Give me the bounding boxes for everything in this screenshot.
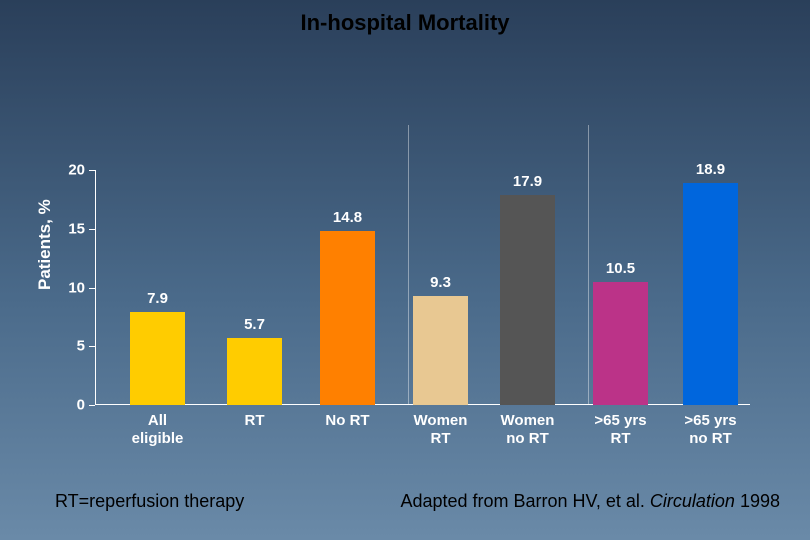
page-title: In-hospital Mortality <box>0 10 810 36</box>
bar: 18.9 <box>683 183 738 405</box>
category-label-line: All <box>115 412 200 430</box>
y-axis-label: Patients, % <box>35 199 55 290</box>
footnote-text-1: Adapted from Barron HV, et al. <box>400 491 649 511</box>
y-tick <box>89 405 95 406</box>
footnote-text-2: 1998 <box>735 491 780 511</box>
category-label: No RT <box>305 405 390 430</box>
bar-value-label: 14.8 <box>320 209 375 226</box>
y-tick <box>89 170 95 171</box>
y-axis <box>95 170 96 405</box>
category-label: WomenRT <box>398 405 483 448</box>
bar: 5.7 <box>227 338 282 405</box>
category-label: RT <box>212 405 297 430</box>
category-label-line: no RT <box>668 430 753 448</box>
bar: 14.8 <box>320 231 375 405</box>
bar-value-label: 5.7 <box>227 316 282 333</box>
footnote-left: RT=reperfusion therapy <box>55 491 244 512</box>
bar-value-label: 18.9 <box>683 161 738 178</box>
footnote-italic: Circulation <box>650 491 735 511</box>
y-tick <box>89 229 95 230</box>
y-tick <box>89 346 95 347</box>
bar: 10.5 <box>593 282 648 405</box>
bar-value-label: 17.9 <box>500 173 555 190</box>
slide: In-hospital Mortality Patients, % 051015… <box>0 0 810 540</box>
bar-value-label: 10.5 <box>593 260 648 277</box>
category-label: >65 yrsRT <box>578 405 663 448</box>
category-label-line: RT <box>398 430 483 448</box>
y-tick <box>89 288 95 289</box>
y-tick-label: 5 <box>55 338 85 355</box>
category-label-line: No RT <box>305 412 390 430</box>
category-label-line: Women <box>485 412 570 430</box>
bar-chart: 051015207.9Alleligible5.7RT14.8No RT9.3W… <box>95 170 750 405</box>
category-label: Alleligible <box>115 405 200 448</box>
y-tick-label: 20 <box>55 162 85 179</box>
category-label-line: eligible <box>115 430 200 448</box>
bar-value-label: 7.9 <box>130 290 185 307</box>
group-divider <box>588 125 589 405</box>
y-tick-label: 15 <box>55 220 85 237</box>
category-label-line: Women <box>398 412 483 430</box>
y-tick-label: 0 <box>55 397 85 414</box>
footnote-right: Adapted from Barron HV, et al. Circulati… <box>400 491 780 512</box>
group-divider <box>408 125 409 405</box>
category-label-line: >65 yrs <box>668 412 753 430</box>
category-label-line: no RT <box>485 430 570 448</box>
bar: 9.3 <box>413 296 468 405</box>
bar: 7.9 <box>130 312 185 405</box>
category-label-line: RT <box>578 430 663 448</box>
category-label-line: RT <box>212 412 297 430</box>
category-label: >65 yrsno RT <box>668 405 753 448</box>
category-label: Womenno RT <box>485 405 570 448</box>
y-tick-label: 10 <box>55 279 85 296</box>
bar-value-label: 9.3 <box>413 274 468 291</box>
category-label-line: >65 yrs <box>578 412 663 430</box>
bar: 17.9 <box>500 195 555 405</box>
